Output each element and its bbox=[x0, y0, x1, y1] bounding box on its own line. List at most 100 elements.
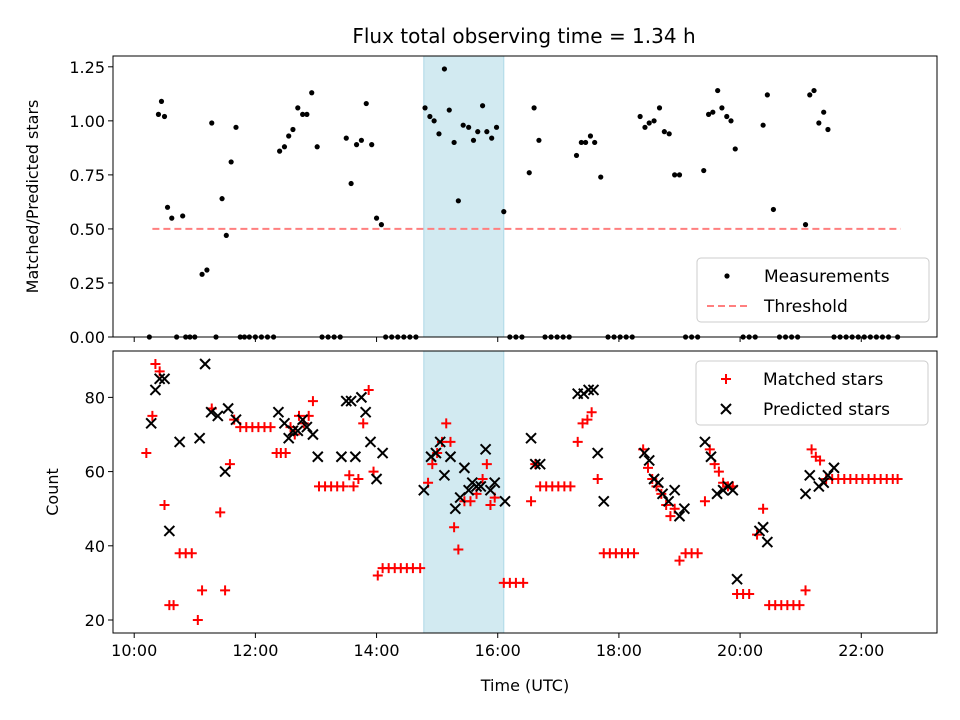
predicted-point bbox=[761, 536, 774, 548]
matched-point bbox=[307, 396, 318, 407]
x-tick-label: 20:00 bbox=[717, 641, 763, 660]
measurement-point bbox=[228, 159, 234, 165]
matched-point bbox=[436, 436, 447, 447]
measurement-point bbox=[219, 196, 225, 202]
measurement-point bbox=[199, 271, 205, 277]
predicted-point bbox=[817, 477, 830, 489]
matched-point bbox=[280, 448, 291, 459]
x-axis-label: Time (UTC) bbox=[480, 676, 569, 695]
matched-point bbox=[518, 577, 529, 588]
legend-box bbox=[695, 360, 929, 426]
predicted-point bbox=[340, 395, 352, 407]
measurement-point bbox=[825, 126, 831, 133]
measurement-point bbox=[378, 222, 385, 228]
predicted-point bbox=[673, 510, 686, 522]
matched-point bbox=[186, 548, 197, 559]
measurement-point bbox=[715, 87, 721, 94]
predicted-point bbox=[230, 413, 242, 426]
predicted-point bbox=[153, 373, 166, 385]
measurement-point bbox=[582, 139, 589, 146]
predicted-point bbox=[345, 395, 357, 407]
measurement-point bbox=[475, 129, 481, 135]
matched-point bbox=[441, 418, 452, 429]
predicted-point bbox=[705, 451, 717, 463]
measurement-point bbox=[158, 98, 165, 104]
measurement-point bbox=[455, 198, 461, 204]
y-tick-label: 1.00 bbox=[69, 112, 105, 131]
measurement-point bbox=[705, 111, 712, 117]
y-tick-label: 40 bbox=[85, 537, 105, 556]
matched-point bbox=[815, 455, 826, 466]
matched-point bbox=[744, 589, 755, 600]
predicted-point bbox=[534, 458, 546, 470]
measurement-point bbox=[724, 113, 730, 120]
y-tick-label: 1.25 bbox=[69, 58, 105, 77]
matched-point bbox=[220, 585, 231, 596]
measurement-point bbox=[489, 135, 495, 141]
matched-point bbox=[758, 503, 769, 514]
measurement-point bbox=[807, 92, 813, 98]
measurement-point bbox=[161, 113, 168, 120]
predicted-point bbox=[458, 462, 471, 474]
measurement-point bbox=[300, 111, 306, 117]
matched-point bbox=[713, 466, 724, 477]
measurement-point bbox=[501, 209, 507, 215]
measurement-point bbox=[770, 206, 777, 213]
measurement-point bbox=[441, 66, 448, 72]
measurement-point bbox=[802, 222, 809, 228]
measurement-point bbox=[204, 267, 210, 273]
predicted-point bbox=[287, 425, 299, 437]
measurement-point bbox=[427, 113, 433, 120]
measurement-point bbox=[348, 180, 354, 187]
legend: Measurements Threshold bbox=[696, 257, 930, 323]
predicted-point bbox=[828, 462, 840, 474]
matched-point bbox=[699, 496, 710, 507]
matched-point bbox=[665, 511, 676, 522]
y-tick-label: 80 bbox=[85, 388, 105, 407]
measurement-point bbox=[169, 215, 175, 221]
predicted-point bbox=[470, 480, 483, 493]
predicted-point bbox=[222, 402, 234, 415]
measurement-point bbox=[164, 204, 171, 210]
measurement-point bbox=[363, 100, 369, 107]
matched-point bbox=[192, 615, 203, 626]
predicted-point bbox=[449, 502, 462, 515]
predicted-point bbox=[438, 469, 451, 482]
legend-plus-icon bbox=[721, 374, 731, 384]
x-tick-label: 10:00 bbox=[111, 641, 157, 660]
x-tick-label: 16:00 bbox=[475, 641, 521, 660]
predicted-point bbox=[484, 484, 497, 496]
matched-point bbox=[465, 496, 476, 507]
predicted-point bbox=[158, 373, 171, 385]
legend: Matched stars Predicted stars bbox=[695, 360, 929, 426]
chart-title: Flux total observing time = 1.34 h bbox=[352, 24, 695, 48]
matched-point bbox=[168, 600, 179, 611]
predicted-point bbox=[430, 447, 442, 459]
predicted-point bbox=[205, 406, 217, 418]
measurement-point bbox=[531, 105, 537, 111]
measurement-point bbox=[587, 133, 594, 139]
y-tick-label: 0.25 bbox=[69, 274, 105, 293]
matched-point bbox=[629, 548, 640, 559]
measurement-point bbox=[666, 131, 672, 137]
measurement-point bbox=[598, 174, 604, 180]
matched-point bbox=[265, 422, 276, 433]
plot-frame bbox=[112, 350, 938, 634]
matched-point bbox=[582, 414, 593, 425]
measurement-point bbox=[493, 124, 500, 130]
y-tick-label: 20 bbox=[85, 611, 105, 630]
matched-point bbox=[363, 384, 374, 395]
y-tick-label: 0.75 bbox=[69, 166, 105, 185]
measurement-point bbox=[676, 172, 683, 178]
predicted-point bbox=[591, 447, 604, 459]
predicted-point bbox=[359, 406, 372, 418]
legend-x-icon bbox=[720, 403, 732, 415]
measurement-point bbox=[573, 152, 580, 159]
measurement-point bbox=[446, 107, 452, 113]
measurement-point bbox=[592, 139, 598, 146]
panel-top: 0.00 0.25 0.50 0.75 1.00 1.25 Matched/Predicte… bbox=[23, 55, 938, 347]
predicted-point bbox=[376, 447, 389, 459]
predicted-point bbox=[292, 425, 304, 437]
predicted-point bbox=[370, 473, 383, 485]
measurement-point bbox=[460, 122, 466, 128]
